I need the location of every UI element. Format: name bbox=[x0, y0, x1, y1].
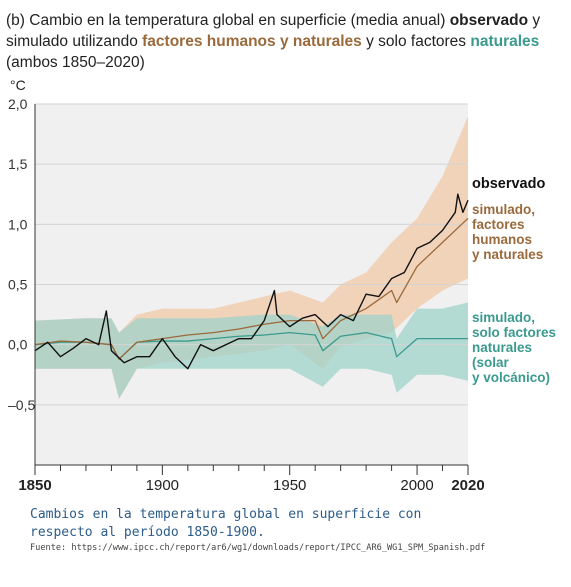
y-tick-label: 1,5 bbox=[8, 156, 28, 172]
x-tick-label: 1900 bbox=[146, 477, 179, 494]
title-suffix: (ambos 1850–2020) bbox=[6, 54, 145, 71]
chart-caption: Cambios en la temperatura global en supe… bbox=[30, 507, 422, 540]
y-tick-label: –0,5 bbox=[8, 397, 35, 413]
y-tick-label: 1,0 bbox=[8, 216, 28, 232]
source-link[interactable]: Fuente: https://www.ipcc.ch/report/ar6/w… bbox=[30, 543, 486, 553]
label-observed: observado bbox=[472, 176, 546, 192]
chart-title: (b) Cambio en la temperatura global en s… bbox=[6, 10, 561, 73]
title-middle-2: y solo factores bbox=[361, 33, 471, 50]
title-observed: observado bbox=[449, 12, 529, 29]
y-axis-unit: °C bbox=[10, 77, 26, 93]
x-tick-label: 2020 bbox=[451, 477, 484, 494]
line-simulated-human bbox=[34, 217, 469, 360]
line-observed bbox=[34, 193, 469, 370]
y-tick-label: 0,0 bbox=[8, 337, 28, 353]
title-natural-factors: naturales bbox=[470, 33, 540, 50]
y-tick-label: 0,5 bbox=[8, 277, 28, 293]
label-simulated-natural: simulado, solo factores naturales (solar… bbox=[472, 310, 557, 385]
band-natural-only bbox=[35, 302, 468, 399]
title-prefix: (b) Cambio en la temperatura global en s… bbox=[6, 12, 450, 29]
x-tick-label: 1950 bbox=[273, 477, 306, 494]
y-tick-label: 2,0 bbox=[8, 96, 28, 112]
title-middle-1: y simulado utilizando bbox=[6, 12, 541, 50]
x-tick-label: 2000 bbox=[400, 477, 433, 494]
label-simulated-human: simulado, factores humanos y naturales bbox=[472, 202, 544, 262]
title-human-factors: factores humanos y naturales bbox=[142, 33, 362, 50]
x-tick-label: 1850 bbox=[18, 477, 51, 494]
